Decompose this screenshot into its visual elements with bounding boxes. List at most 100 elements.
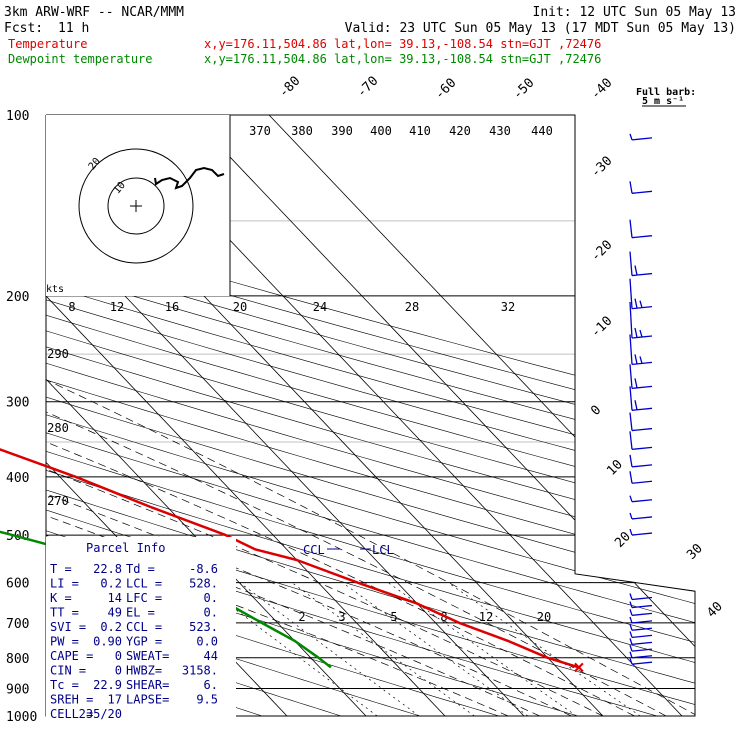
parcel-info-cell-1-2: LCL = [126,577,162,591]
parcel-info-cell-10-0: CELL = [50,707,93,721]
mixing-ratio-20 [448,582,641,716]
dry-adiabat-340 [46,115,695,716]
isotherm-label-40: 40 [704,599,726,621]
isotherm-label-0: 0 [588,403,604,419]
parcel-info-cell-7-1: 0 [115,664,122,678]
forecast-hour: 11 h [58,21,89,36]
parcel-info-cell-1-0: LI = [50,577,79,591]
parcel-info-cell-9-3: 9.5 [196,693,218,707]
dry-adiabat-270 [46,115,463,716]
isotherm-label--50: -50 [510,76,537,103]
parcel-info-cell-8-0: Tc = [50,678,79,692]
mixing-ratio-2 [199,582,378,716]
wind-barb-22 [629,638,653,646]
parcel-info-cell-5-2: YGP = [126,635,162,649]
isotherm-label-10: 10 [604,457,626,479]
wind-barb-17 [629,601,653,609]
parcel-info-title: Parcel Info [86,541,165,555]
dry-adiabat-450 [46,115,695,716]
wind-barb-7 [629,364,653,390]
barb-legend-title: Full barb: [636,87,696,98]
valid-time: Valid: 23 UTC Sun 05 May 13 (17 MDT Sun … [345,21,736,36]
wind-barb-21 [629,631,653,639]
wind-barb-1 [629,181,653,194]
wind-barb-16 [629,593,653,601]
dry-adiabat-310 [46,115,695,716]
parcel-info-cell-5-0: PW = [50,635,79,649]
pressure-label-700: 700 [6,617,29,632]
parcel-info-cell-5-1: 0.90 [93,635,122,649]
mixing-ratio-label-5: 5 [390,610,397,624]
wind-barb-19 [629,616,653,624]
parcel-info-cell-8-1: 22.9 [93,678,122,692]
theta-label-290: 290 [47,347,69,361]
parcel-info-cell-0-2: Td = [126,562,155,576]
isotherm-50 [268,115,695,716]
mixing-ratio-8 [342,582,529,716]
parcel-info-cell-0-3: -8.6 [189,562,218,576]
dry-adiabat-350 [46,115,695,716]
parcel-info-cell-9-0: SREH = [50,693,93,707]
wind-barb-5 [629,301,653,339]
theta-label-380: 380 [291,124,313,138]
isotherm-label--40: -40 [588,76,615,103]
parcel-info-cell-7-2: HWBZ= [126,664,162,678]
moist-adiabat-label-8: 8 [68,300,75,314]
hodograph-ring-1 [107,177,165,235]
dry-adiabat-320 [46,115,695,716]
pressure-label-200: 200 [6,290,29,305]
dry-adiabat-470 [46,115,695,716]
parcel-info-cell-4-3: 523. [189,620,218,634]
wind-barb-23 [629,644,653,652]
parcel-info-cell-6-3: 44 [204,649,218,663]
theta-label-370: 370 [249,124,271,138]
isotherm-label--80: -80 [276,74,303,101]
dry-adiabat-460 [46,115,695,716]
dry-adiabat-280 [46,115,543,716]
temperature-profile [0,448,580,669]
parcel-info-cell-1-3: 528. [189,577,218,591]
parcel-info-cell-2-3: 0. [204,591,218,605]
isotherm--10 [46,115,367,716]
wind-barb-14 [629,512,653,520]
wind-barb-9 [629,412,653,432]
mixing-ratio-label-3: 3 [338,610,345,624]
parcel-info-cell-6-1: 0 [115,649,122,663]
mixing-ratio-label-2: 2 [298,610,305,624]
parcel-info-cell-3-1: 49 [108,606,122,620]
mixing-ratio-3 [239,582,420,716]
isotherm-label--30: -30 [588,154,615,181]
parcel-info-cell-7-3: 3158. [182,664,218,678]
wind-barbs [629,133,653,665]
parcel-info-cell-2-0: K = [50,591,72,605]
isotherm-label--60: -60 [432,76,459,103]
isotherm-40 [189,115,695,716]
parcel-info-cell-0-0: T = [50,562,72,576]
parcel-info-cell-6-0: CAPE = [50,649,93,663]
dry-adiabat-480 [46,115,695,716]
dewpoint-legend-label: Dewpoint temperature [8,52,153,66]
temperature-legend-label: Temperature [8,37,87,51]
moist-adiabat-label-16: 16 [165,300,179,314]
temperature-legend-location: x,y=176.11,504.86 lat,lon= 39.13,-108.54… [204,37,601,51]
parcel-info-cell-2-1: 14 [108,591,122,605]
wind-barb-25 [629,657,653,665]
isotherm-label--10: -10 [588,314,615,341]
hodograph-trace [154,166,225,190]
moist-adiabat-label-12: 12 [110,300,124,314]
parcel-info-cell-8-3: 6. [204,678,218,692]
wind-barb-13 [629,495,653,503]
moist-adiabat-24 [46,295,635,716]
dry-adiabat-410 [46,115,695,716]
lcl-label: LCL [372,543,394,557]
parcel-info-cell-4-1: 0.2 [100,620,122,634]
parcel-info-cell-10-1: 235/20 [79,707,122,721]
parcel-info-cell-3-0: TT = [50,606,79,620]
wind-barb-3 [629,251,653,277]
dry-adiabat-260 [46,115,383,716]
pressure-label-300: 300 [6,396,29,411]
dry-adiabat-330 [46,115,695,716]
theta-label-420: 420 [449,124,471,138]
wind-barb-8 [629,386,653,411]
